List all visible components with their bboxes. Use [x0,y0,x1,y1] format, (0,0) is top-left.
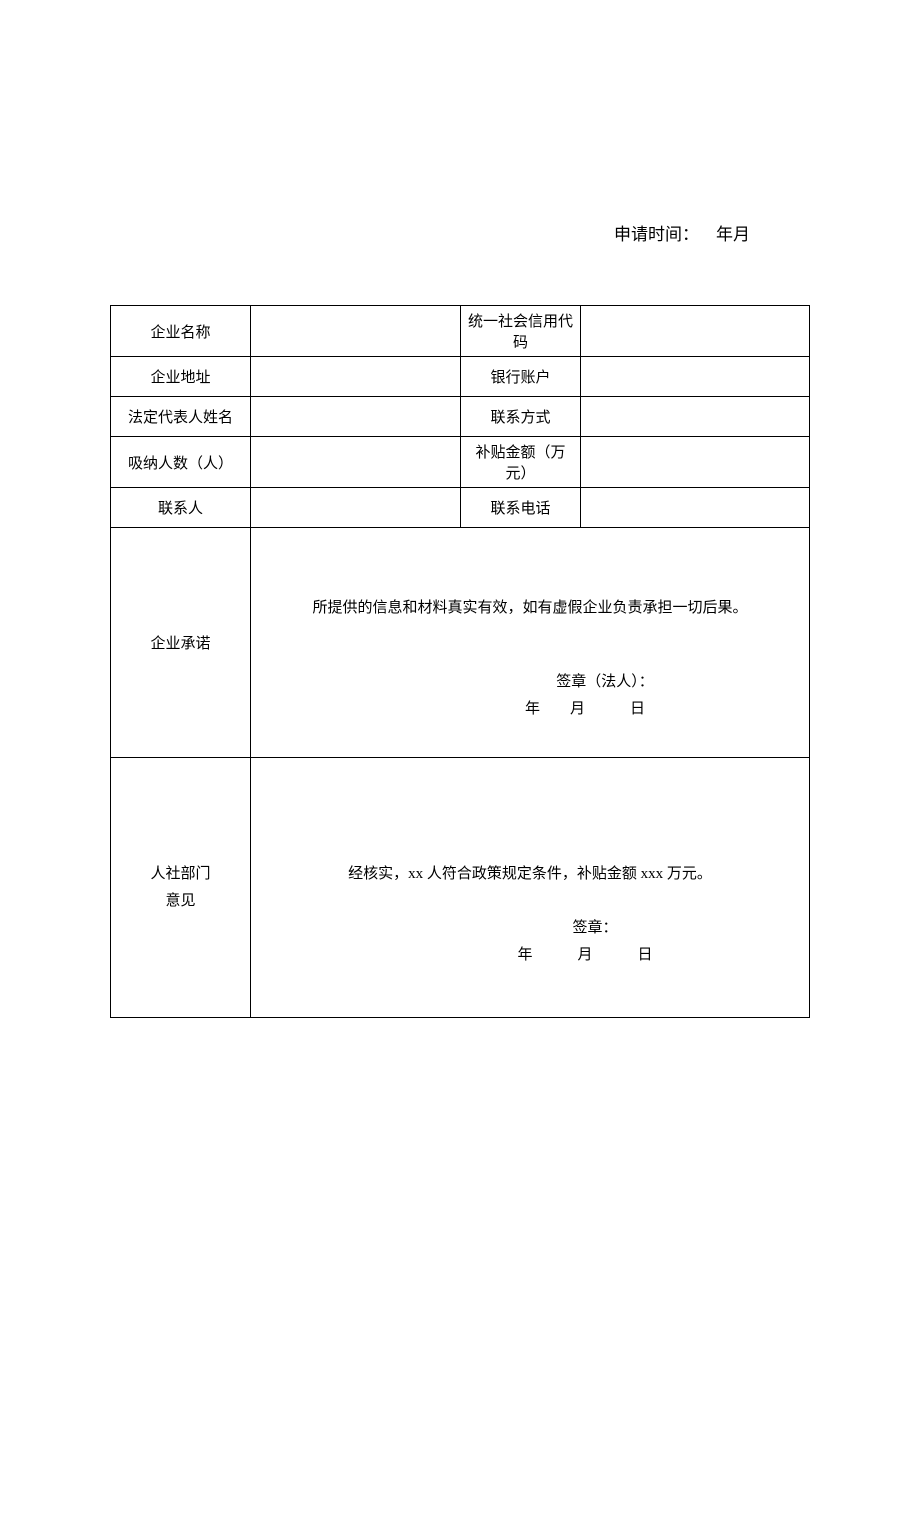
field-label-subsidy-amount: 补贴金额（万元） [461,437,581,488]
field-label-company-name: 企业名称 [111,306,251,357]
field-value-subsidy-amount[interactable] [581,437,810,488]
commitment-row: 企业承诺 所提供的信息和材料真实有效，如有虚假企业负责承担一切后果。 签章（法人… [111,528,810,758]
table-row: 法定代表人姓名 联系方式 [111,397,810,437]
hr-dept-date-line: 年 月 日 [367,943,803,964]
field-label-contact-person: 联系人 [111,488,251,528]
field-value-phone[interactable] [581,488,810,528]
commitment-signature-label: 签章（法人）： [407,667,803,697]
application-time-value: 年月 [716,225,750,244]
table-row: 企业地址 银行账户 [111,357,810,397]
form-page: 申请时间： 年月 企业名称 统一社会信用代码 企业地址 银行账户 法定代表人姓名… [0,220,920,1018]
hr-dept-label-line2: 意见 [165,893,195,909]
table-row: 吸纳人数（人） 补贴金额（万元） [111,437,810,488]
application-form-table: 企业名称 统一社会信用代码 企业地址 银行账户 法定代表人姓名 联系方式 吸纳人… [110,305,810,1018]
field-value-legal-rep[interactable] [251,397,461,437]
field-value-company-name[interactable] [251,306,461,357]
table-row: 联系人 联系电话 [111,488,810,528]
field-label-legal-rep: 法定代表人姓名 [111,397,251,437]
commitment-statement: 所提供的信息和材料真实有效，如有虚假企业负责承担一切后果。 [257,596,803,617]
field-value-credit-code[interactable] [581,306,810,357]
commitment-date-line: 年 月 日 [367,697,803,718]
hr-dept-label: 人社部门 意见 [111,758,251,1018]
table-row: 企业名称 统一社会信用代码 [111,306,810,357]
application-time: 申请时间： 年月 [110,220,810,245]
field-label-address: 企业地址 [111,357,251,397]
field-label-bank-account: 银行账户 [461,357,581,397]
field-value-address[interactable] [251,357,461,397]
field-label-people-count: 吸纳人数（人） [111,437,251,488]
field-value-bank-account[interactable] [581,357,810,397]
field-label-credit-code: 统一社会信用代码 [461,306,581,357]
field-value-contact-person[interactable] [251,488,461,528]
field-value-contact-method[interactable] [581,397,810,437]
application-time-label: 申请时间： [614,225,699,244]
commitment-label: 企业承诺 [111,528,251,758]
field-label-contact-method: 联系方式 [461,397,581,437]
commitment-content: 所提供的信息和材料真实有效，如有虚假企业负责承担一切后果。 签章（法人）： 年 … [251,528,810,758]
hr-dept-statement: 经核实，xx 人符合政策规定条件，补贴金额 xxx 万元。 [257,862,803,883]
field-label-phone: 联系电话 [461,488,581,528]
hr-dept-row: 人社部门 意见 经核实，xx 人符合政策规定条件，补贴金额 xxx 万元。 签章… [111,758,810,1018]
field-value-people-count[interactable] [251,437,461,488]
hr-dept-label-line1: 人社部门 [150,866,210,882]
hr-dept-signature-label: 签章： [387,913,803,943]
hr-dept-content: 经核实，xx 人符合政策规定条件，补贴金额 xxx 万元。 签章： 年 月 日 [251,758,810,1018]
